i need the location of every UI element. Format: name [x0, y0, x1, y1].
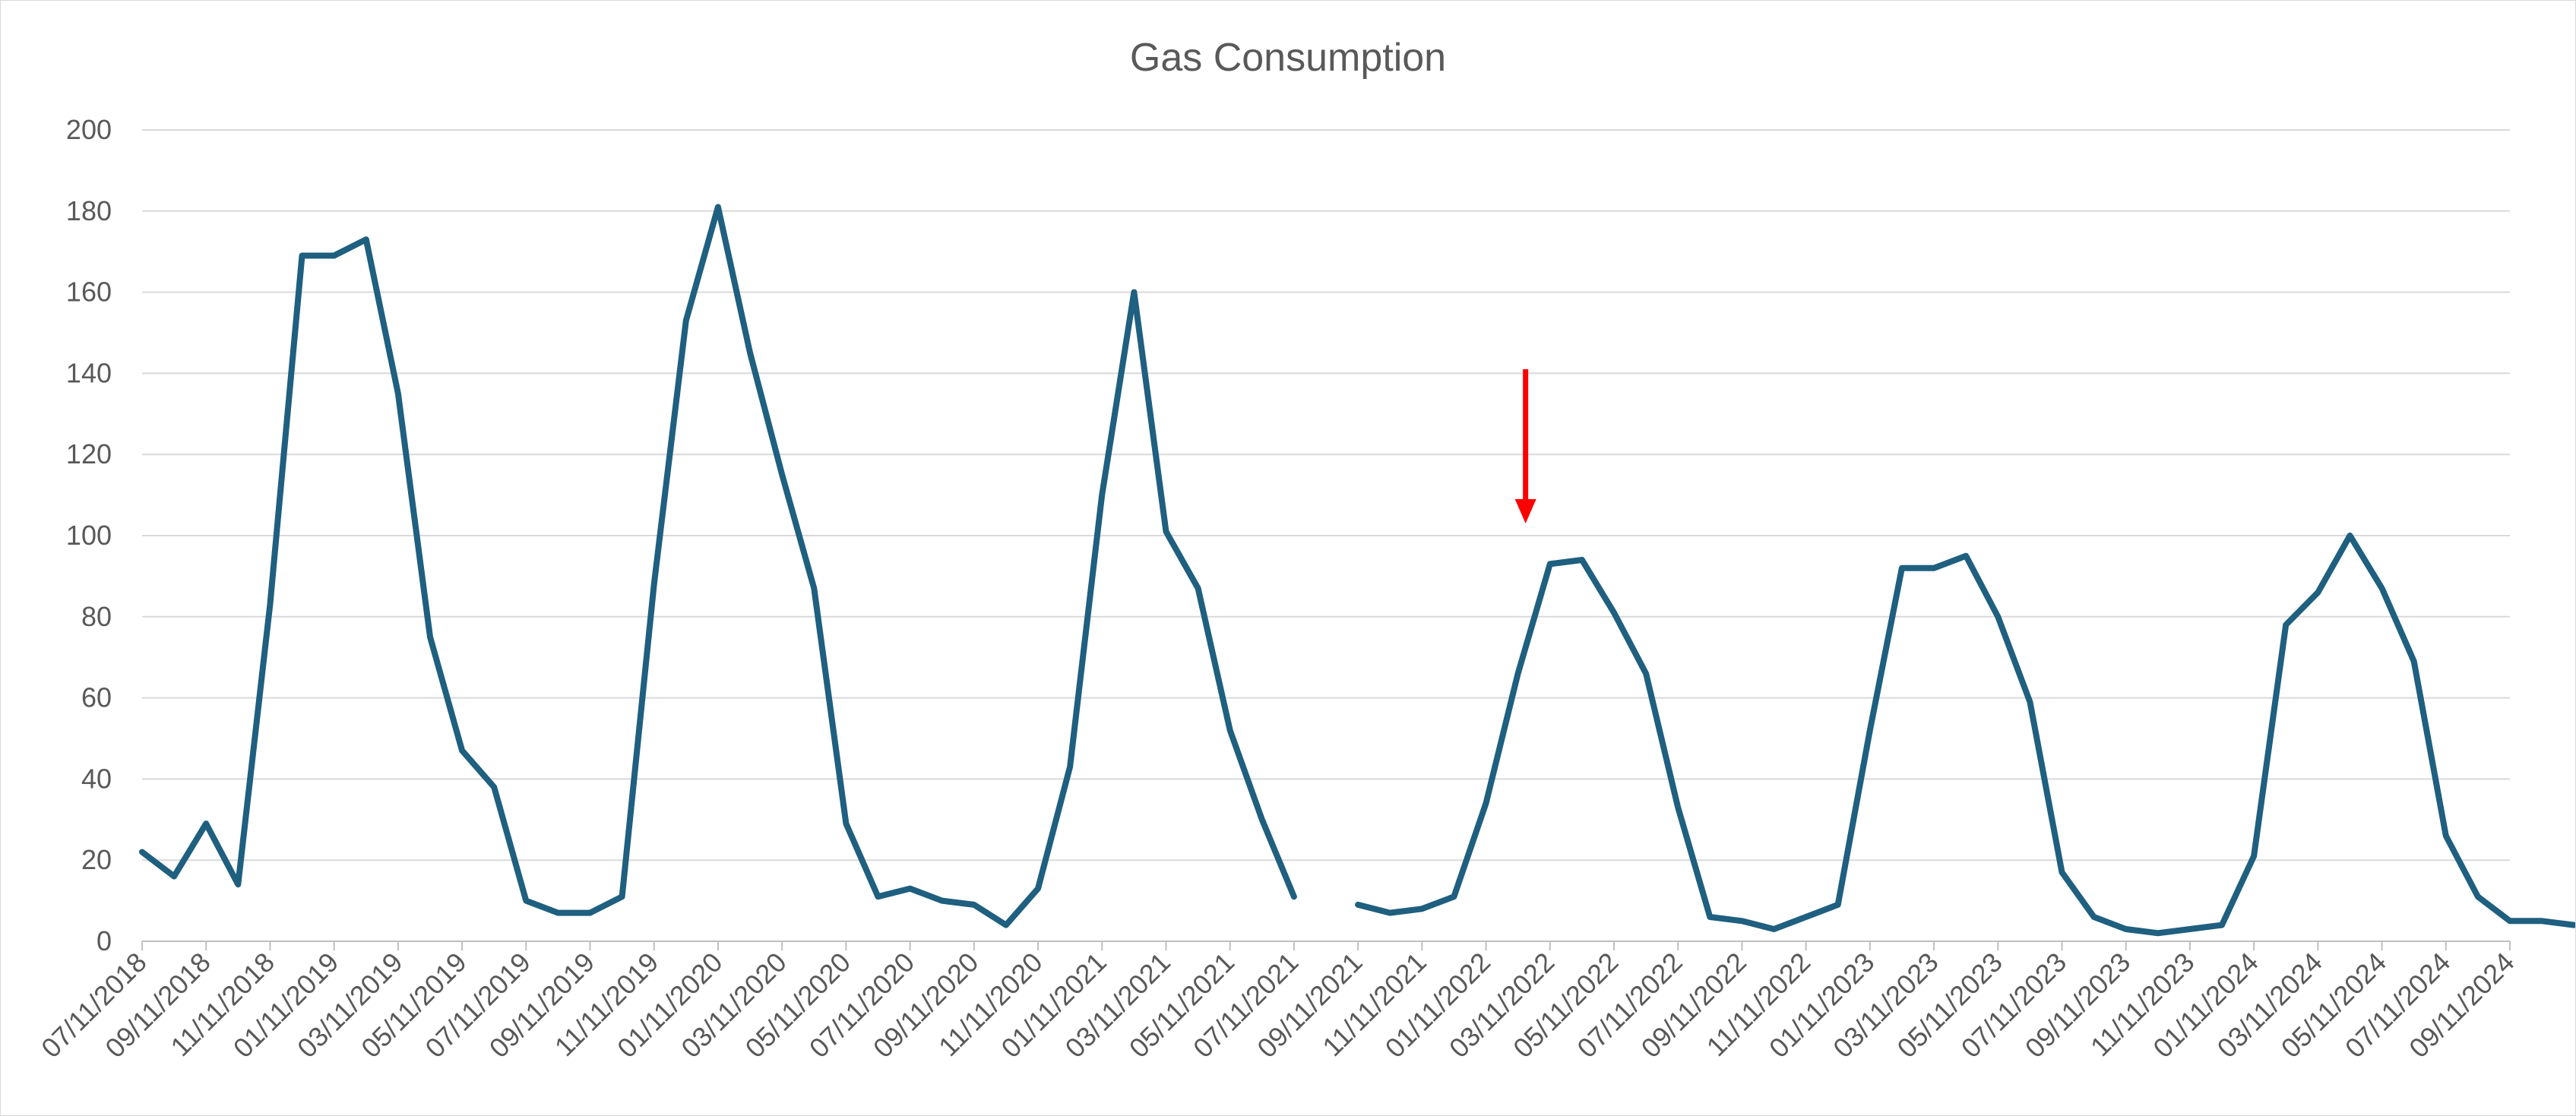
data-point: [236, 882, 241, 887]
data-point: [299, 253, 305, 258]
data-point: [1579, 558, 1584, 563]
y-tick-label: 40: [81, 763, 112, 794]
data-point: [2059, 870, 2065, 875]
data-point: [2540, 918, 2545, 924]
data-point: [1644, 671, 1649, 676]
series-layer: [139, 204, 2575, 937]
data-point: [1676, 805, 1681, 810]
data-point: [1964, 553, 1969, 558]
gridlines: [142, 129, 2510, 862]
y-tick-label: 140: [66, 357, 112, 388]
data-point: [1131, 289, 1137, 295]
data-point: [748, 350, 753, 356]
data-point: [1835, 902, 1840, 907]
data-point: [172, 874, 177, 879]
data-point: [2187, 926, 2192, 931]
data-point: [2508, 918, 2512, 924]
data-point: [1515, 671, 1521, 676]
y-tick-label: 160: [66, 277, 112, 308]
data-point: [555, 910, 561, 915]
data-point: [587, 910, 593, 915]
data-point: [1451, 894, 1457, 899]
data-point: [2252, 853, 2257, 858]
y-axis-tick-labels: 0 20 40 60 80 100 120 140 160 180 200: [66, 114, 112, 956]
data-point: [1388, 910, 1393, 915]
y-tick-label: 0: [97, 925, 112, 956]
data-point: [715, 204, 720, 210]
data-point: [1291, 894, 1296, 899]
data-point: [1003, 922, 1008, 928]
data-point: [2411, 659, 2416, 664]
data-point: [331, 253, 337, 258]
annotation-arrow-head: [1514, 498, 1536, 523]
data-point: [140, 849, 144, 855]
data-point: [939, 898, 945, 903]
data-point: [812, 586, 817, 591]
data-point: [1995, 614, 2001, 619]
data-point: [1163, 529, 1169, 534]
y-tick-label: 180: [66, 195, 112, 226]
data-point: [1611, 610, 1616, 615]
data-point: [971, 902, 976, 907]
data-point: [1803, 914, 1809, 919]
data-point: [1068, 764, 1073, 770]
data-point: [2123, 926, 2128, 931]
data-point: [267, 602, 273, 607]
data-point: [843, 821, 849, 827]
data-point: [2027, 699, 2033, 704]
y-tick-label: 100: [66, 520, 112, 551]
data-point: [363, 237, 369, 242]
data-point: [1707, 914, 1713, 919]
y-tick-label: 200: [66, 114, 112, 145]
data-point: [619, 894, 625, 899]
data-point: [2571, 922, 2575, 928]
data-point: [2091, 914, 2097, 919]
series-line-0: [139, 204, 2575, 937]
data-point: [2315, 590, 2321, 595]
data-point: [1739, 918, 1745, 924]
data-point: [875, 894, 881, 899]
data-point: [2347, 533, 2353, 538]
data-point: [683, 318, 688, 323]
data-point: [1100, 492, 1105, 498]
data-point: [1932, 565, 1937, 571]
y-tick-label: 120: [66, 438, 112, 469]
chart-title: Gas Consumption: [1130, 36, 1446, 80]
data-point: [427, 634, 432, 640]
data-point: [1547, 561, 1552, 567]
data-point: [492, 785, 497, 790]
data-point: [780, 472, 785, 477]
data-point: [2220, 922, 2225, 928]
data-point: [1259, 817, 1264, 822]
data-point: [204, 821, 209, 827]
y-tick-label: 80: [81, 601, 112, 632]
y-tick-label: 60: [81, 682, 112, 713]
data-point: [1036, 886, 1041, 891]
data-point: [2155, 931, 2160, 936]
data-point: [2475, 894, 2480, 899]
data-point: [1483, 801, 1489, 806]
data-point: [1227, 728, 1233, 733]
data-point: [907, 886, 913, 891]
annotations: [1514, 369, 1536, 523]
data-point: [1419, 906, 1425, 912]
data-point: [651, 582, 657, 587]
data-point: [524, 898, 529, 903]
data-point: [1867, 728, 1872, 733]
data-point: [2379, 586, 2385, 591]
data-point: [460, 748, 465, 754]
data-point: [2443, 833, 2448, 839]
data-point: [1771, 926, 1777, 931]
data-point: [1195, 586, 1201, 591]
data-point: [2283, 622, 2289, 628]
data-point: [1356, 902, 1361, 907]
data-point: [1899, 565, 1904, 571]
x-axis: 07/11/201809/11/201811/11/201801/11/2019…: [35, 941, 2521, 1064]
data-point: [395, 391, 400, 397]
y-tick-label: 20: [81, 844, 112, 875]
